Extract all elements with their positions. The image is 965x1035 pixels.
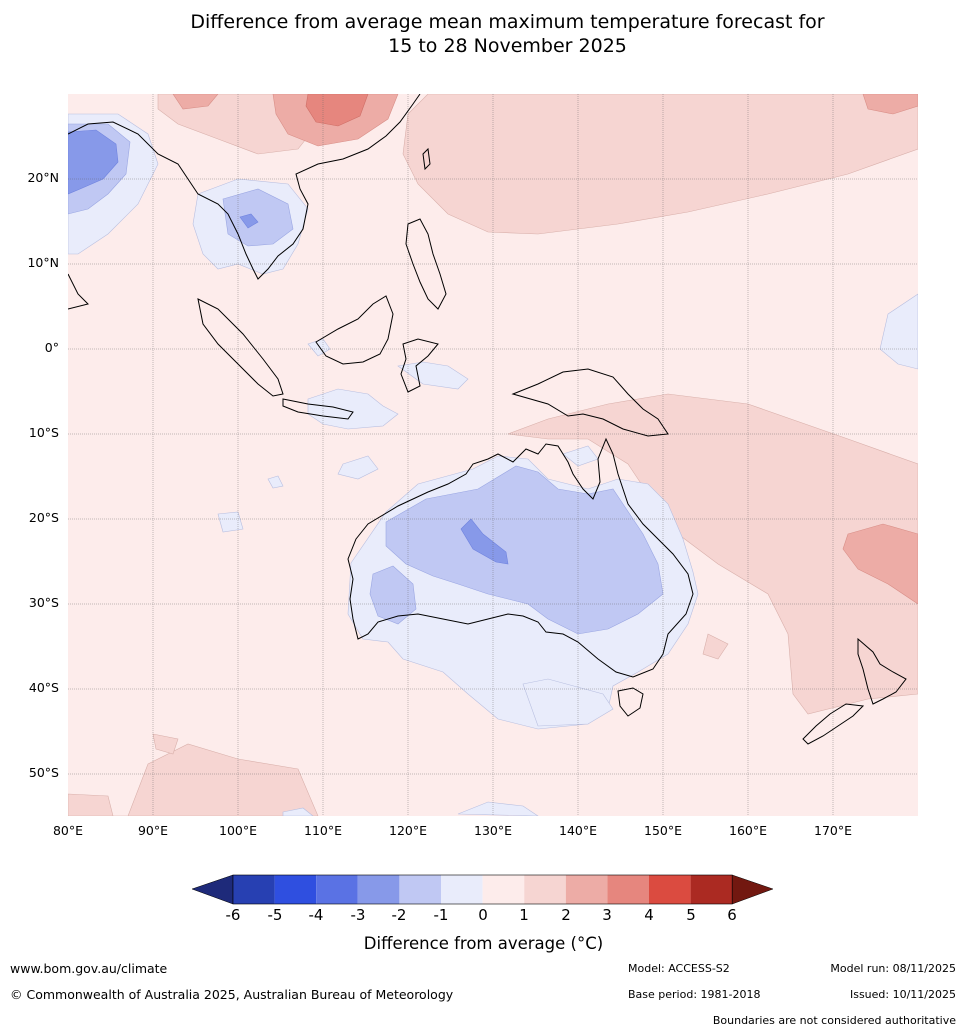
model-run-text: Model run: 08/11/2025: [830, 962, 956, 975]
y-tick-0: 0°: [44, 340, 59, 355]
colorbar-tick: -4: [308, 906, 324, 924]
coastline-philippines: [405, 218, 447, 310]
anomaly-minus-2-to-3-regions: [68, 129, 509, 565]
y-tick-40s: 40°S: [28, 680, 59, 695]
x-tick-160e: 160°E: [728, 823, 768, 838]
colorbar-swatch-below-6: [191, 874, 234, 905]
colorbar-swatch-minus-2-to-1: [399, 875, 441, 904]
colorbar-swatch-3-to-4: [607, 875, 649, 904]
colorbar-swatch-minus-5-to-4: [274, 875, 317, 904]
colorbar-outline: [232, 874, 733, 905]
y-tick-30s: 30°S: [28, 595, 59, 610]
coastlines: [68, 94, 907, 745]
coastline-tasmania: [617, 687, 644, 717]
colorbar-tick: 3: [602, 906, 612, 924]
x-tick-110e: 110°E: [303, 823, 343, 838]
map-gridlines: [68, 94, 918, 816]
colorbar-tick: -5: [267, 906, 283, 924]
copyright-text: © Commonwealth of Australia 2025, Austra…: [10, 987, 454, 1002]
coastline-sumatra: [197, 298, 284, 397]
coastline-new-guinea: [511, 368, 669, 437]
y-tick-20n: 20°N: [27, 170, 59, 185]
x-tick-80e: 80°E: [52, 823, 84, 838]
model-text: Model: ACCESS-S2: [628, 962, 730, 975]
coastline-borneo: [315, 295, 394, 365]
issued-text: Issued: 10/11/2025: [849, 988, 956, 1001]
colorbar-swatches: [191, 874, 774, 905]
coastline-new-zealand-south: [802, 703, 865, 745]
coastline-new-zealand-north: [857, 637, 907, 705]
y-tick-10n: 10°N: [27, 255, 59, 270]
anomaly-3-to-4-regions: [305, 94, 369, 127]
y-tick-10s: 10°S: [28, 425, 59, 440]
map-panel: [68, 94, 918, 816]
colorbar-swatch-1-to-2: [524, 875, 566, 904]
x-tick-140e: 140°E: [558, 823, 598, 838]
coastline-taiwan: [422, 147, 431, 171]
x-tick-90e: 90°E: [137, 823, 169, 838]
colorbar-swatch-4-to-5: [649, 875, 691, 904]
base-period-text: Base period: 1981-2018: [628, 988, 761, 1001]
x-tick-130e: 130°E: [473, 823, 513, 838]
coastline-asia-mainland: [68, 94, 421, 280]
colorbar-swatch-0-to-1: [482, 875, 525, 904]
colorbar-tick: 6: [727, 906, 737, 924]
colorbar-swatch-minus-1-to-0: [441, 875, 483, 904]
colorbar-tick: -1: [433, 906, 449, 924]
colorbar-tick: -2: [391, 906, 407, 924]
colorbar-tick: -6: [225, 906, 241, 924]
colorbar-swatch-above-6: [731, 874, 774, 905]
colorbar-tick: -3: [350, 906, 366, 924]
colorbar-swatch-minus-4-to-3: [316, 875, 358, 904]
x-tick-120e: 120°E: [388, 823, 428, 838]
disclaimer-text: Boundaries are not considered authoritat…: [712, 1014, 956, 1027]
x-tick-150e: 150°E: [643, 823, 683, 838]
temperature-anomaly-map: [68, 94, 918, 816]
y-tick-50s: 50°S: [28, 765, 59, 780]
coastline-sulawesi: [400, 338, 439, 393]
coastline-australia: [347, 437, 694, 678]
chart-title: Difference from average mean maximum tem…: [0, 10, 965, 58]
x-tick-170e: 170°E: [813, 823, 853, 838]
colorbar-tick: 2: [561, 906, 571, 924]
colorbar-tick: 4: [644, 906, 654, 924]
colorbar-tick: 5: [686, 906, 696, 924]
title-line-2: 15 to 28 November 2025: [388, 35, 627, 57]
website-link[interactable]: www.bom.gov.au/climate: [10, 961, 168, 976]
colorbar-tick: 1: [519, 906, 529, 924]
colorbar-label: Difference from average (°C): [363, 934, 604, 953]
colorbar: [191, 874, 774, 910]
colorbar-swatch-2-to-3: [565, 875, 608, 904]
title-line-1: Difference from average mean maximum tem…: [190, 11, 825, 33]
coastline-java: [282, 398, 354, 420]
coastline-india: [68, 273, 89, 310]
colorbar-tick: 0: [478, 906, 488, 924]
colorbar-swatch-5-to-6: [690, 875, 733, 904]
colorbar-swatch-minus-3-to-2: [357, 875, 400, 904]
y-tick-20s: 20°S: [28, 510, 59, 525]
colorbar-swatch-minus-6-to-5: [233, 875, 275, 904]
x-tick-100e: 100°E: [218, 823, 258, 838]
